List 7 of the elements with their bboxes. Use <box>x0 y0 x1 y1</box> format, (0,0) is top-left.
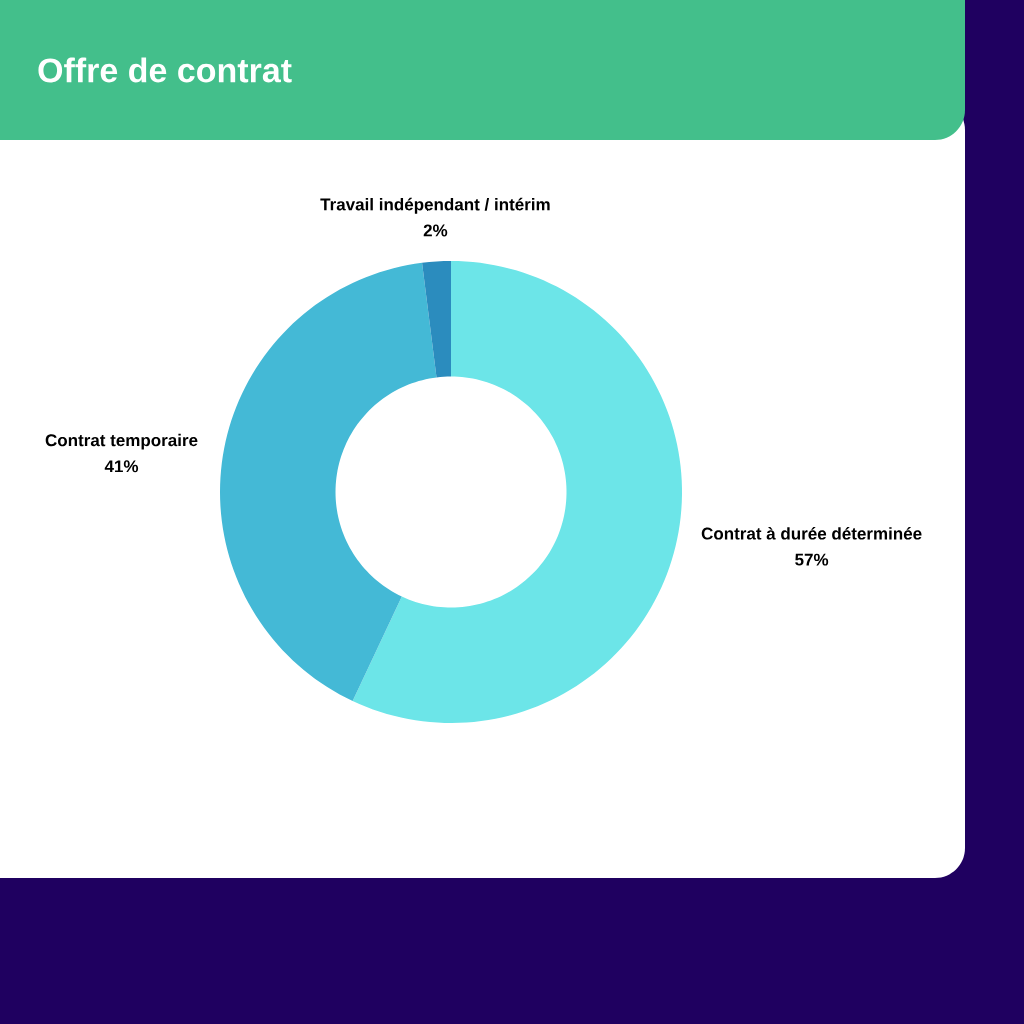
data-label: 41% <box>104 460 139 473</box>
slice-label: Travail indépendant / intérim <box>320 197 550 214</box>
data-label: 2% <box>423 224 448 237</box>
slice-label: Contrat temporaire <box>45 433 198 450</box>
data-label: 57% <box>795 553 829 566</box>
chart-title: Offre de contrat <box>38 57 292 83</box>
slice-label: Contrat à durée déterminée <box>701 526 922 540</box>
